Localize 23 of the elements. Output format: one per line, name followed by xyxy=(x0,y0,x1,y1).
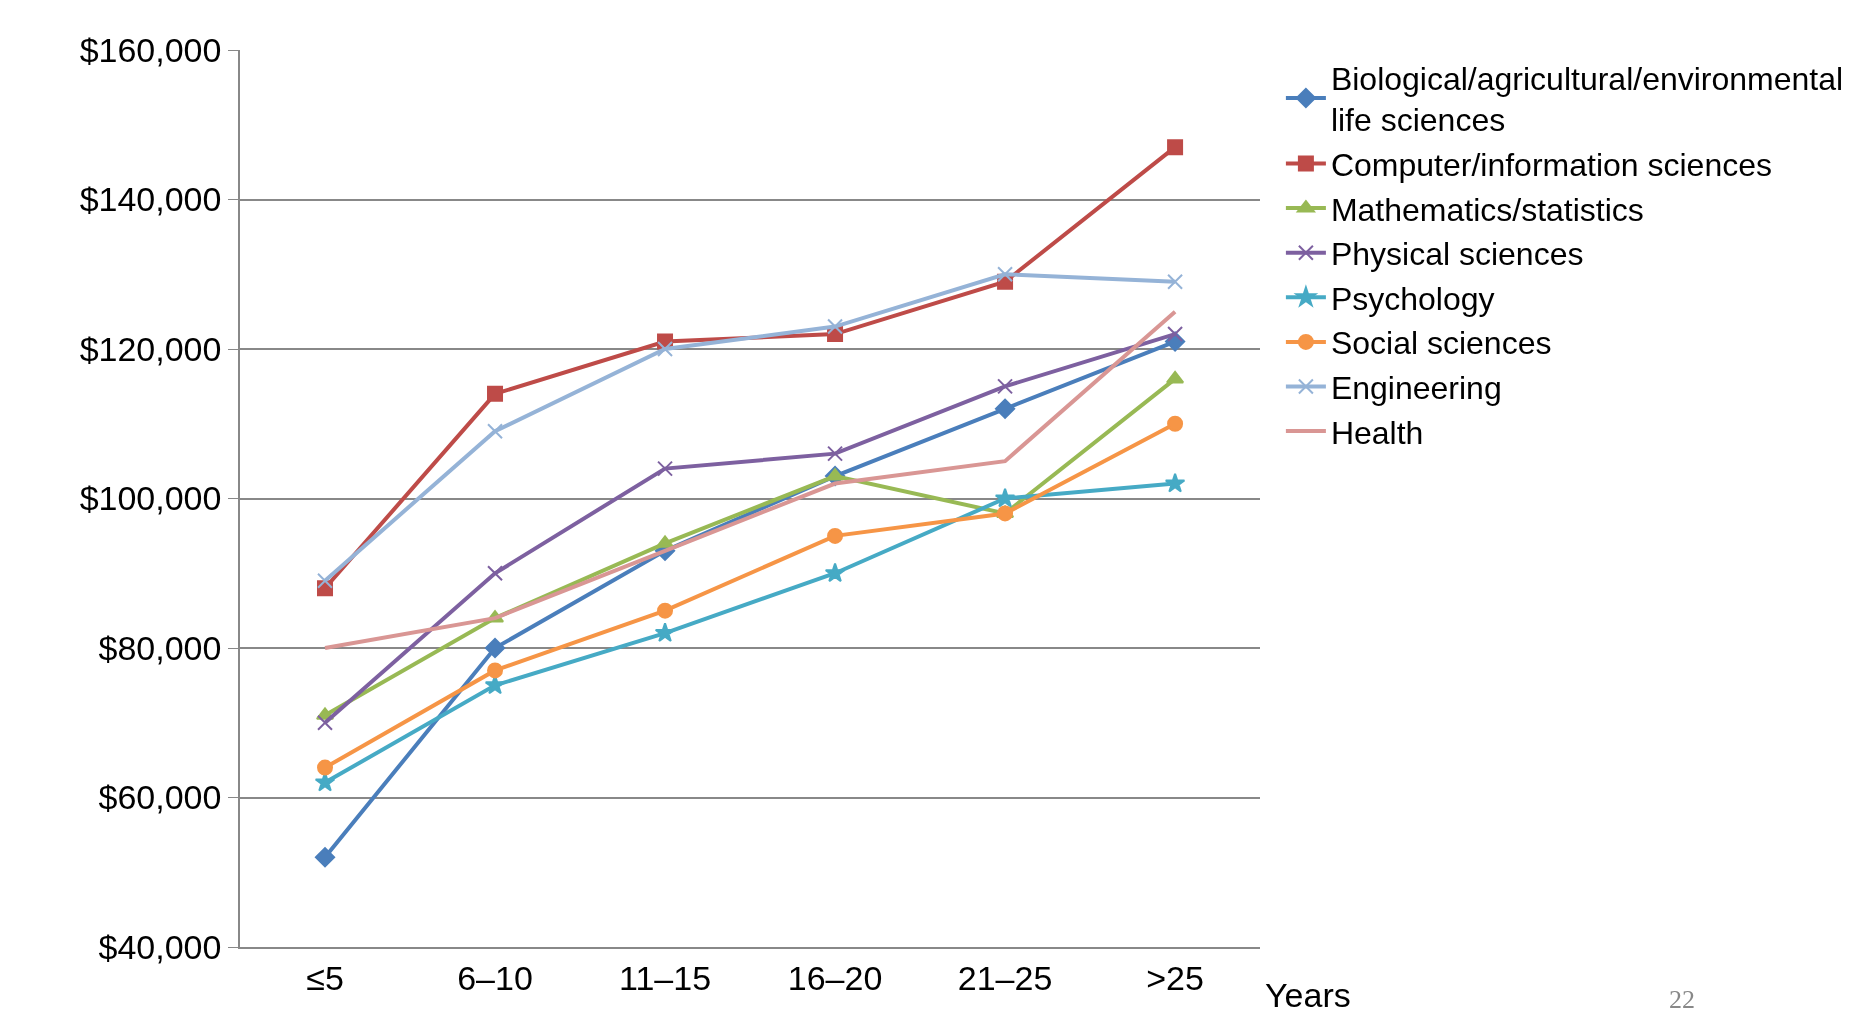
x-tick-label: >25 xyxy=(1146,958,1204,997)
y-tick-label: $40,000 xyxy=(98,927,222,966)
y-tick-label: $60,000 xyxy=(98,778,222,817)
x-tick-label: 21–25 xyxy=(957,958,1053,997)
y-tick-label: $160,000 xyxy=(79,30,222,69)
x-tick-label: 6–10 xyxy=(457,958,533,997)
legend-label: Physical sciences xyxy=(1330,236,1584,273)
y-tick-label: $120,000 xyxy=(79,329,222,368)
y-tick-label: $140,000 xyxy=(79,180,222,219)
legend-label: Health xyxy=(1330,414,1424,451)
x-tick-label: 11–15 xyxy=(619,958,712,997)
x-tick-label: ≤5 xyxy=(306,958,344,997)
legend-label: Engineering xyxy=(1330,369,1502,406)
x-tick-label: 16–20 xyxy=(787,958,883,997)
legend-label: Computer/information sciences xyxy=(1330,146,1772,183)
legend-label: Mathematics/statistics xyxy=(1330,191,1644,228)
legend-label: Biological/agricultural/environmental life sciences xyxy=(1330,60,1844,139)
y-tick-label: $80,000 xyxy=(98,628,222,667)
text: 22 xyxy=(1669,985,1695,1014)
legend-label: Psychology xyxy=(1330,280,1495,317)
x-axis-title: Years xyxy=(1265,976,1351,1014)
legend-label: Social sciences xyxy=(1330,325,1552,362)
y-tick-label: $100,000 xyxy=(79,479,222,518)
